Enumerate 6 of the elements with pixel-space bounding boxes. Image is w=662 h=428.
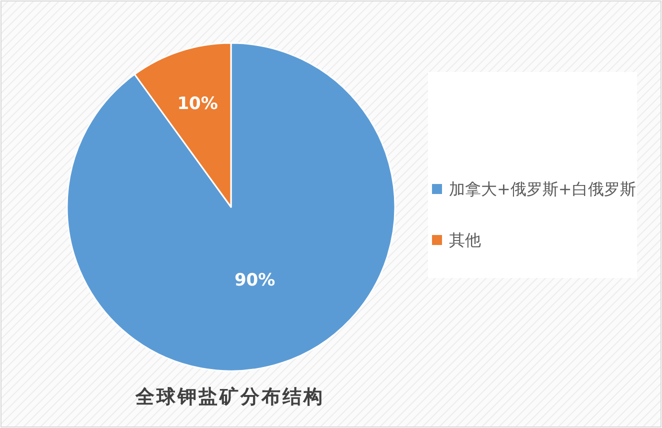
legend-label: 其他 — [449, 230, 481, 250]
data-label: 90% — [234, 270, 276, 290]
text: 全球钾盐矿分布结构 — [134, 386, 324, 408]
legend-label: 加拿大+俄罗斯+白俄罗斯 — [449, 180, 636, 198]
data-label: 10% — [177, 94, 218, 114]
pie-slice — [66, 42, 396, 372]
